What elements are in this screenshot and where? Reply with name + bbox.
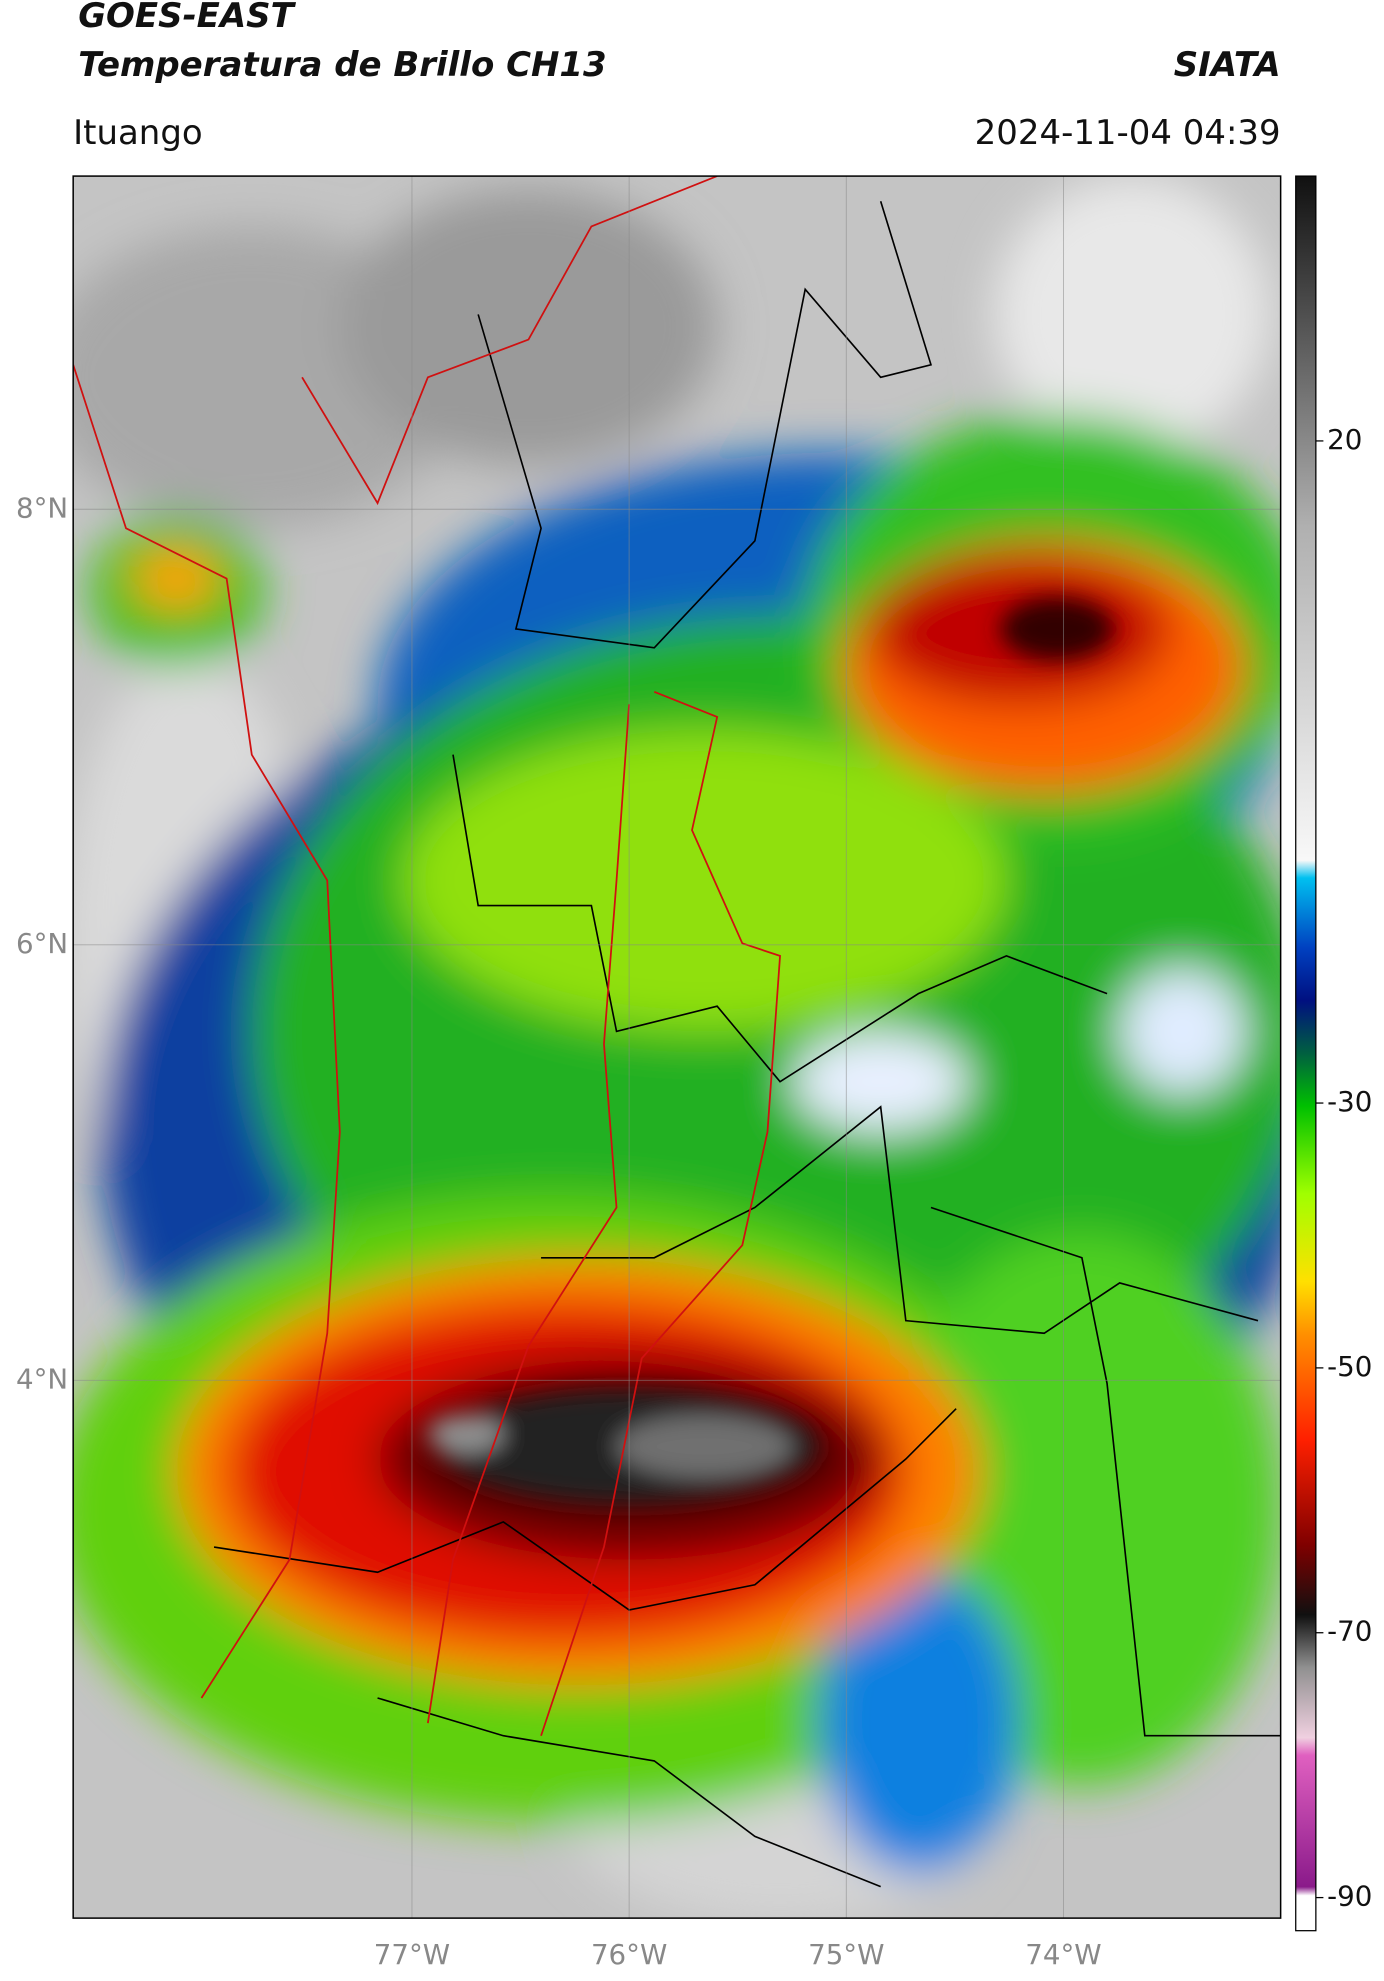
location: Ituango bbox=[73, 113, 203, 153]
colorbar-tick-label: 20 bbox=[1327, 423, 1362, 456]
x-tick-label: 75°W bbox=[808, 1938, 884, 1971]
datetime: 2024-11-04 04:39 bbox=[975, 113, 1281, 153]
x-tick-label: 74°W bbox=[1025, 1938, 1101, 1971]
colorbar-tick-label: -90 bbox=[1327, 1880, 1372, 1913]
subtitle: Temperatura de Brillo CH13 bbox=[78, 45, 606, 85]
title: GOES-EAST bbox=[78, 0, 296, 36]
colorbar-tick-label: -70 bbox=[1327, 1615, 1372, 1648]
colorbar bbox=[1295, 175, 1317, 1932]
department-border bbox=[73, 176, 781, 1737]
colorbar-tick-label: -50 bbox=[1327, 1350, 1372, 1383]
y-tick-label: 4°N bbox=[16, 1362, 68, 1395]
y-tick-label: 8°N bbox=[16, 491, 68, 524]
source: SIATA bbox=[1174, 45, 1281, 85]
borders bbox=[213, 201, 1281, 1888]
x-tick-label: 77°W bbox=[374, 1938, 450, 1971]
x-tick-label: 76°W bbox=[591, 1938, 667, 1971]
grid bbox=[73, 176, 1281, 1919]
satellite-image bbox=[73, 176, 1281, 1919]
map-frame bbox=[72, 175, 1282, 1919]
colorbar-tick-label: -30 bbox=[1327, 1085, 1372, 1118]
y-tick-label: 6°N bbox=[16, 927, 68, 960]
